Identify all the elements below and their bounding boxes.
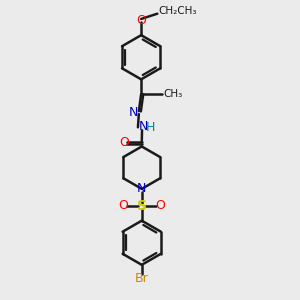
Text: O: O (155, 200, 165, 212)
Text: S: S (137, 199, 147, 213)
Text: H: H (146, 121, 155, 134)
Text: Br: Br (135, 272, 148, 285)
Text: O: O (136, 14, 146, 27)
Text: O: O (119, 136, 129, 148)
Text: N: N (137, 182, 146, 195)
Text: CH₃: CH₃ (164, 89, 183, 99)
Text: N: N (139, 120, 148, 133)
Text: N: N (129, 106, 138, 119)
Text: CH₂CH₃: CH₂CH₃ (159, 6, 197, 16)
Text: O: O (118, 200, 128, 212)
